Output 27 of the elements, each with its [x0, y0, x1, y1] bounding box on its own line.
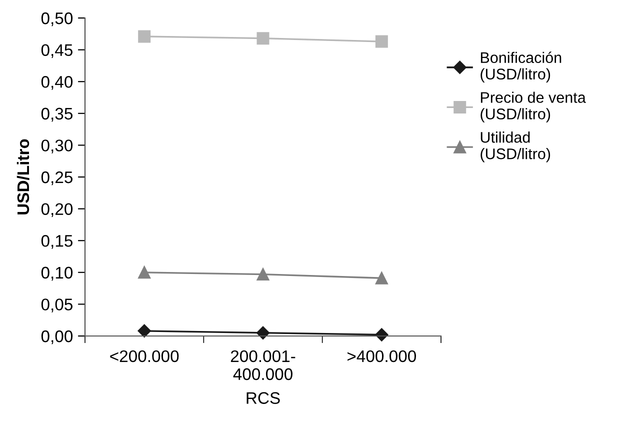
y-tick-label: 0,35: [41, 108, 72, 122]
y-axis-title: USD/Litro: [16, 139, 30, 214]
x-tick-label: >400.000: [348, 350, 416, 362]
point: [138, 30, 151, 43]
legend-label: Utilidad (USD/litro): [480, 132, 550, 162]
legend-label: Bonificación (USD/litro): [480, 52, 562, 83]
point: [256, 268, 270, 281]
y-tick-label: 0,10: [41, 266, 73, 281]
x-tick-label: 200.001- 400.000: [230, 350, 296, 380]
point: [256, 32, 270, 45]
point: [375, 35, 388, 48]
y-tick-label: 0,00: [41, 330, 73, 344]
point: [138, 324, 151, 338]
y-tick-label: 0,25: [41, 171, 72, 186]
y-tick-label: 0,20: [41, 203, 73, 217]
y-tick-label: 0,15: [41, 235, 72, 249]
point: [138, 266, 151, 279]
y-tick-label: 0,30: [41, 140, 73, 154]
point: [256, 326, 270, 340]
point: [375, 272, 388, 284]
x-tick-label: <200.000: [110, 350, 179, 362]
y-tick-label: 0,50: [41, 12, 73, 26]
y-tick-label: 0,40: [41, 76, 73, 90]
y-tick-label: 0,05: [41, 298, 72, 312]
y-tick-label: 0,45: [41, 44, 72, 58]
legend-label: Precio de venta (USD/litro): [480, 92, 586, 122]
x-axis-title: RCS: [246, 392, 280, 404]
